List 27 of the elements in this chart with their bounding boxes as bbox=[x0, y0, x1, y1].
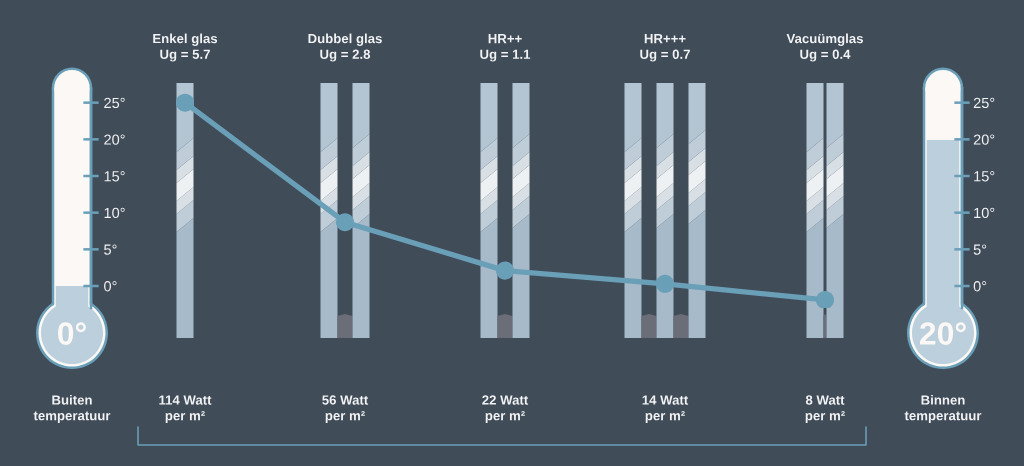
text: Buiten temperatuur bbox=[33, 395, 111, 423]
y2-tick-label: 15° bbox=[974, 171, 995, 182]
point bbox=[175, 93, 195, 112]
text: 8 Watt per m² bbox=[805, 395, 845, 423]
x-tick-label: HR+++ Ug = 0.7 bbox=[640, 34, 690, 62]
text: 114 Watt per m² bbox=[159, 395, 212, 423]
y-tick-label: 10° bbox=[104, 207, 125, 219]
x-tick-label: Vacuümglas Ug = 0.4 bbox=[786, 33, 863, 62]
y-tick-label: 25° bbox=[104, 97, 125, 109]
point bbox=[495, 261, 515, 280]
point bbox=[815, 290, 835, 308]
y-tick-label: 5° bbox=[104, 244, 117, 255]
y2-tick-label: 10° bbox=[974, 207, 995, 219]
point bbox=[335, 213, 355, 232]
y2-tick-label: 25° bbox=[973, 97, 995, 109]
text: 56 Watt per m² bbox=[322, 395, 369, 423]
x-tick-label: Dubbel glas Ug = 2.8 bbox=[308, 33, 382, 62]
x-tick-label: HR++ Ug = 1.1 bbox=[480, 34, 531, 62]
point bbox=[655, 274, 675, 293]
text: Binnen temperatuur bbox=[904, 395, 982, 423]
text: 14 Watt per m² bbox=[642, 395, 689, 423]
y2-tick-label: 20° bbox=[973, 134, 995, 145]
y-tick-label: 15° bbox=[104, 171, 125, 182]
text: 22 Watt per m² bbox=[482, 395, 529, 423]
y-tick-label: 0° bbox=[104, 281, 117, 292]
y-tick-label: 20° bbox=[104, 134, 125, 145]
x-tick-label: Enkel glas Ug = 5.7 bbox=[153, 33, 218, 62]
